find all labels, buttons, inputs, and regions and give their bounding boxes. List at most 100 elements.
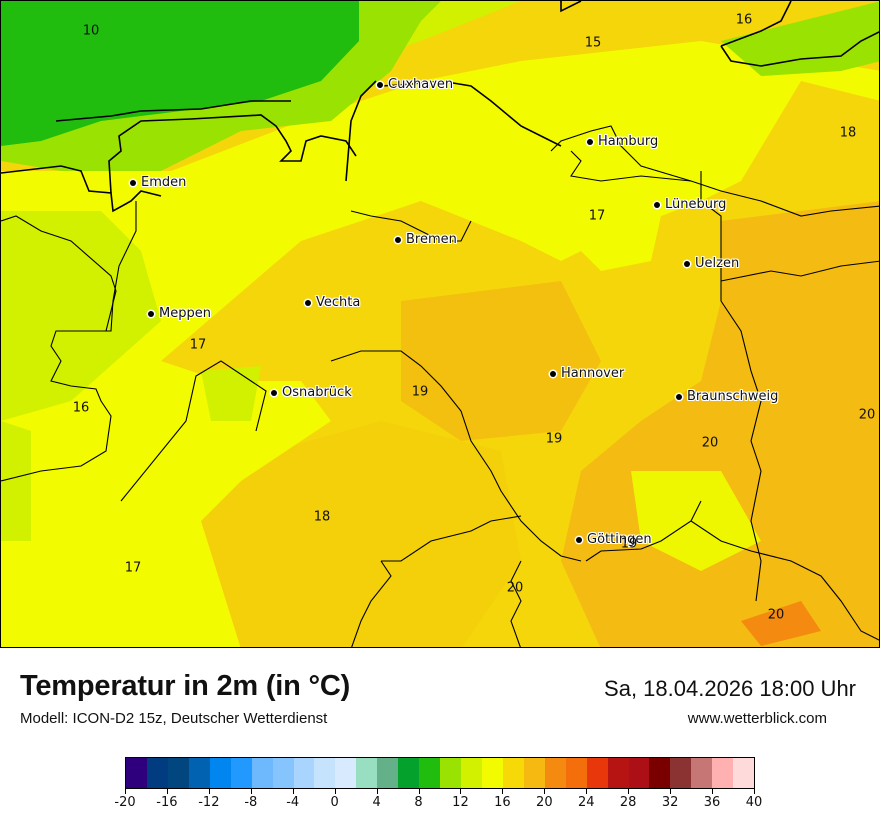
colorbar-segment	[565, 758, 587, 788]
isotherm-label: 20	[767, 607, 785, 623]
isotherm-label: 20	[701, 435, 719, 451]
colorbar-tick	[754, 789, 755, 794]
website-link[interactable]: www.wetterblick.com	[687, 710, 827, 727]
colorbar-tick	[628, 789, 630, 794]
isotherm-label: 18	[313, 509, 331, 525]
colorbar-tick	[544, 789, 546, 794]
colorbar-segment	[523, 758, 545, 788]
colorbar-segment	[628, 758, 650, 788]
city-marker: Hamburg	[587, 134, 658, 149]
colorbar-segment	[461, 758, 482, 788]
city-name: Lüneburg	[665, 197, 727, 212]
city-marker: Meppen	[148, 306, 211, 321]
colorbar-segment	[293, 758, 315, 788]
isotherm-label: 18	[839, 125, 857, 141]
colorbar-tick-label: 24	[577, 795, 595, 810]
city-dot-icon	[654, 201, 660, 208]
city-dot-icon	[305, 299, 311, 306]
colorbar-segment	[335, 758, 357, 788]
city-dot-icon	[395, 236, 401, 243]
colorbar-tick	[670, 789, 672, 794]
colorbar-segment	[502, 758, 524, 788]
colorbar-segment	[691, 758, 713, 788]
city-name: Göttingen	[587, 532, 652, 547]
isotherm-label: 16	[72, 400, 90, 416]
isotherm-label: 19	[620, 536, 638, 552]
colorbar-segment	[126, 758, 147, 788]
colorbar-tick	[166, 789, 168, 794]
colorbar-segment	[251, 758, 273, 788]
colorbar-segment	[188, 758, 210, 788]
city-marker: Hannover	[550, 366, 624, 381]
city-dot-icon	[148, 310, 154, 317]
city-dot-icon	[271, 389, 277, 396]
colorbar-tick-label: -8	[244, 795, 258, 810]
colorbar-tick-label: 32	[661, 795, 679, 810]
isotherm-label: 20	[506, 580, 524, 596]
page-title: Temperatur in 2m (in °C)	[20, 670, 351, 702]
colorbar-segment	[146, 758, 168, 788]
city-name: Hannover	[561, 366, 625, 381]
isotherm-label: 19	[411, 384, 429, 400]
colorbar-ticks: -20 -16 -12 -8 -4 0 4 8 12 16 20 24 28 32 36 40	[114, 789, 762, 819]
colorbar-tick-label: -20	[114, 795, 136, 810]
model-subtitle: Modell: ICON-D2 15z, Deutscher Wetterdie…	[20, 710, 328, 727]
colorbar-tick-label: -4	[286, 795, 300, 810]
city-dot-icon	[576, 536, 582, 543]
colorbar-segment	[586, 758, 608, 788]
colorbar-segment	[649, 758, 671, 788]
city-marker: Emden	[130, 175, 186, 190]
city-marker: Cuxhaven	[377, 77, 453, 92]
temperature-map: Cuxhaven Hamburg Emden Lüneburg Bremen Uelzen…	[0, 0, 880, 648]
colorbar-segment	[544, 758, 566, 788]
city-dot-icon	[377, 81, 383, 88]
isotherm-label: 10	[82, 23, 100, 39]
forecast-datetime: Sa, 18.04.2026 18:00 Uhr	[604, 676, 856, 701]
colorbar-tick	[712, 789, 714, 794]
colorbar-segment	[607, 758, 629, 788]
city-name: Emden	[141, 175, 187, 190]
city-dot-icon	[130, 179, 136, 186]
isotherm-label: 19	[545, 431, 563, 447]
city-name: Vechta	[316, 295, 361, 310]
colorbar-segment	[167, 758, 189, 788]
colorbar-tick-label: 0	[330, 795, 339, 810]
colorbar-tick	[418, 789, 420, 794]
colorbar-tick	[460, 789, 462, 794]
colorbar-segment	[377, 758, 399, 788]
colorbar-tick-label: 12	[452, 795, 469, 810]
colorbar-tick-label: 40	[745, 795, 763, 810]
city-name: Osnabrück	[282, 385, 352, 400]
isotherm-label: 17	[124, 560, 142, 576]
city-name: Uelzen	[695, 256, 740, 271]
isotherm-label: 17	[189, 337, 207, 353]
city-dot-icon	[550, 370, 556, 377]
colorbar-segment	[481, 758, 503, 788]
colorbar-tick	[208, 789, 210, 794]
colorbar-tick	[502, 789, 504, 794]
colorbar-tick	[250, 789, 252, 794]
isotherm-label: 20	[858, 407, 876, 423]
colorbar-tick	[376, 789, 378, 794]
colorbar-segment	[314, 758, 336, 788]
city-marker: Vechta	[305, 295, 360, 310]
colorbar-tick-label: -16	[156, 795, 178, 810]
city-name: Meppen	[159, 306, 211, 321]
city-dot-icon	[684, 260, 690, 267]
isotherm-label: 16	[735, 12, 753, 28]
colorbar-tick-label: 8	[414, 795, 423, 810]
colorbar-segment	[440, 758, 461, 788]
city-marker: Braunschweig	[676, 389, 778, 404]
colorbar-tick-label: 4	[372, 795, 381, 810]
city-marker: Osnabrück	[271, 385, 352, 400]
colorbar-tick-label: 16	[494, 795, 511, 810]
isotherm-label: 15	[584, 35, 602, 51]
colorbar-segment	[419, 758, 441, 788]
temperature-field	[1, 1, 879, 647]
city-marker: Lüneburg	[654, 197, 726, 212]
colorbar-segment	[670, 758, 692, 788]
city-marker: Göttingen	[576, 532, 652, 547]
isotherm-label: 17	[588, 208, 606, 224]
colorbar-tick-label: 28	[619, 795, 637, 810]
colorbar-tick-label: 36	[703, 795, 721, 810]
